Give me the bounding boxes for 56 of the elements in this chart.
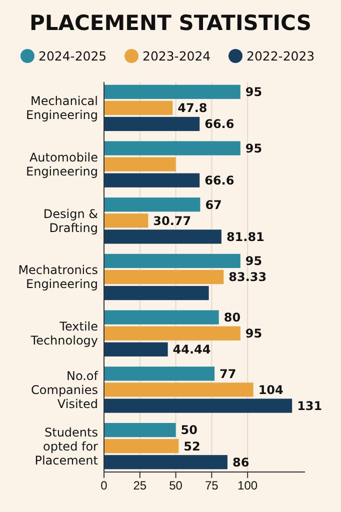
bar xyxy=(104,270,224,284)
bar xyxy=(104,326,240,340)
data-label: 30.77 xyxy=(153,214,192,228)
bar xyxy=(104,455,228,470)
y-tick-label: No.of Companies Visited xyxy=(31,368,99,411)
data-label: 86 xyxy=(232,455,250,470)
bar xyxy=(104,382,254,397)
bar xyxy=(104,310,219,324)
bar xyxy=(104,439,179,454)
y-tick-label: Mechanical Engineering xyxy=(26,94,98,122)
x-tick-label: 100 xyxy=(238,478,258,493)
data-label: 81.81 xyxy=(226,230,264,244)
bar xyxy=(104,342,168,356)
y-tick-label: Mechatronics Engineering xyxy=(18,263,98,292)
bar xyxy=(104,286,209,300)
data-label: 95 xyxy=(245,254,262,268)
data-label: 95 xyxy=(245,326,262,341)
bar xyxy=(104,173,200,188)
data-label: 44.44 xyxy=(172,342,211,357)
data-label: 66.6 xyxy=(204,117,234,132)
data-label: 95 xyxy=(245,85,262,100)
legend-label: 2024-2025 xyxy=(38,48,107,64)
data-label: 66.6 xyxy=(204,174,234,188)
data-label: 67 xyxy=(205,198,222,212)
data-label: 77 xyxy=(220,366,236,381)
x-tick-label: 75 xyxy=(205,478,219,493)
x-tick-label: 0 xyxy=(100,478,108,493)
data-label: 50 xyxy=(180,423,198,438)
data-label: 52 xyxy=(184,439,200,454)
bar xyxy=(104,230,222,244)
bar xyxy=(104,84,240,99)
bar xyxy=(104,254,240,268)
bar xyxy=(104,116,200,132)
data-label: 47.8 xyxy=(178,101,208,116)
data-label: 95 xyxy=(245,141,262,156)
data-label: 80 xyxy=(224,310,241,325)
y-tick-label: Textile Technology xyxy=(30,320,98,348)
data-label: 131 xyxy=(297,398,322,413)
bar xyxy=(104,366,215,381)
bar xyxy=(104,157,176,172)
chart-title: PLACEMENT STATISTICS xyxy=(29,11,312,35)
y-tick-label: Automobile Engineering xyxy=(26,150,98,178)
legend-label: 2023-2024 xyxy=(142,48,211,64)
y-tick-label: Students opted for Placement xyxy=(34,425,98,468)
bar xyxy=(104,100,173,115)
data-label: 104 xyxy=(258,382,284,397)
bar xyxy=(104,141,240,156)
bar xyxy=(104,422,176,438)
data-label: 83.33 xyxy=(228,270,267,284)
bar xyxy=(104,398,292,413)
x-tick-label: 50 xyxy=(169,478,183,493)
bar xyxy=(104,214,148,228)
y-tick-label: Design & Drafting xyxy=(43,206,98,235)
legend-label: 2022-2023 xyxy=(246,48,315,64)
x-tick-label: 25 xyxy=(133,478,147,493)
bar xyxy=(104,198,200,212)
